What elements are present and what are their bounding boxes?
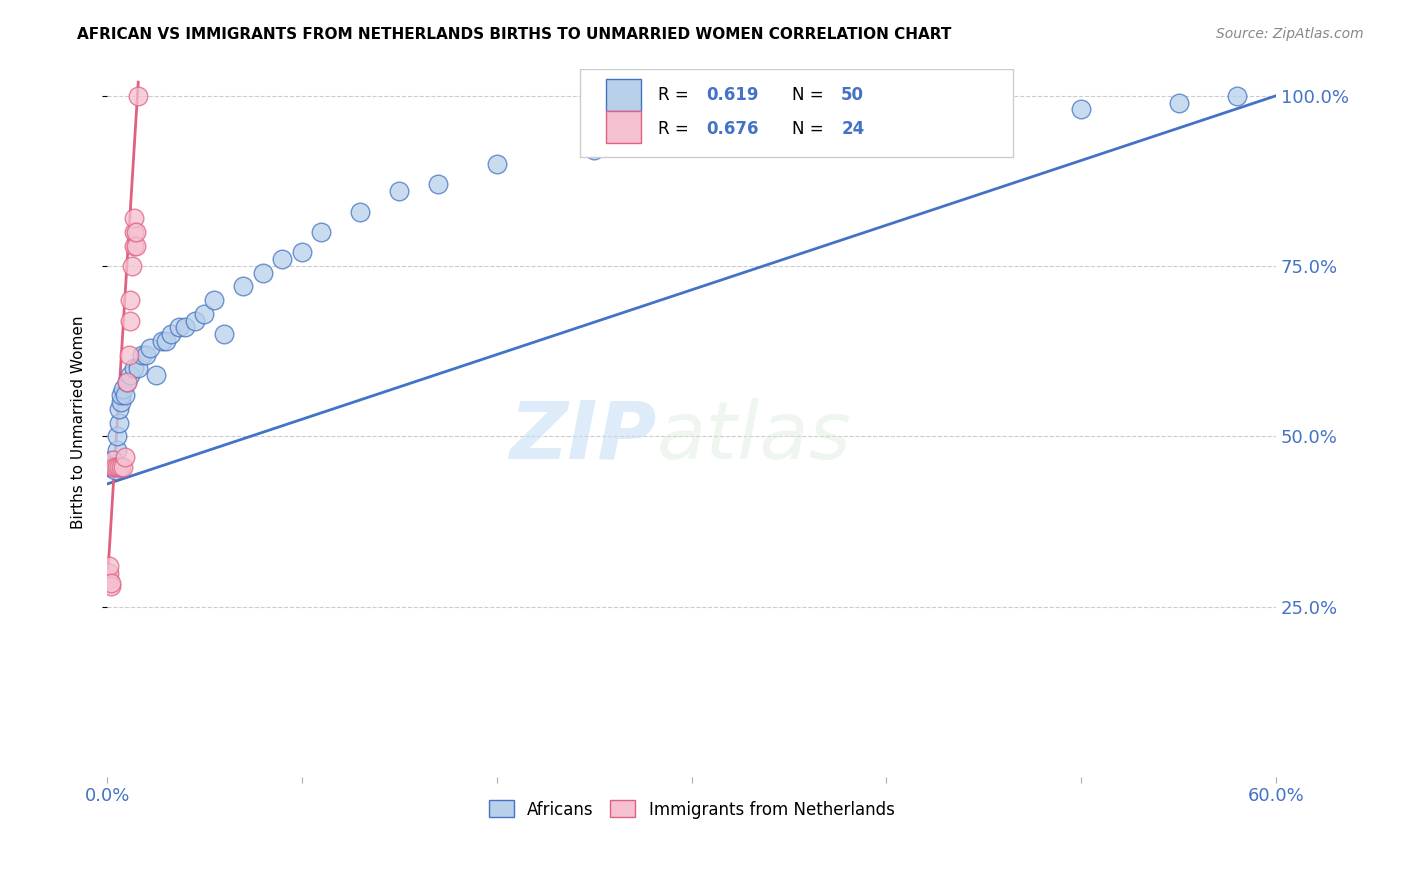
Point [135,348,157,362]
FancyBboxPatch shape [606,111,641,143]
Point [1070,103,1092,117]
Point [107,402,129,417]
FancyBboxPatch shape [606,79,641,111]
Point [124,361,146,376]
Point [193,307,215,321]
Point [101,460,124,475]
Point [104,463,127,477]
Point [311,225,333,239]
Point [120,293,142,307]
Text: N =: N = [792,87,830,104]
Point [427,178,450,192]
Point [681,129,703,144]
Point [114,450,136,464]
Point [973,109,995,123]
Point [98,460,121,475]
Point [1167,95,1189,110]
Point [101,460,124,475]
FancyBboxPatch shape [581,69,1012,157]
Point [110,460,132,475]
Point [111,382,134,396]
Text: 24: 24 [841,120,865,137]
Point [271,252,294,267]
Point [110,395,132,409]
Point [232,279,254,293]
Point [104,460,127,475]
Text: N =: N = [792,120,830,137]
Point [212,327,235,342]
Point [202,293,225,307]
Point [100,579,122,593]
Point [291,245,314,260]
Point [778,123,800,137]
Point [114,388,136,402]
Point [110,388,132,402]
Point [150,334,173,348]
Text: R =: R = [658,120,693,137]
Point [111,460,134,475]
Point [349,204,371,219]
Point [583,143,606,157]
Point [105,442,128,457]
Point [139,341,162,355]
Point [100,575,122,590]
Point [875,116,897,130]
Point [252,266,274,280]
Point [107,460,129,475]
Text: 50: 50 [841,87,865,104]
Point [100,460,122,475]
Point [174,320,197,334]
Text: 0.676: 0.676 [707,120,759,137]
Legend: Africans, Immigrants from Netherlands: Africans, Immigrants from Netherlands [482,794,901,825]
Point [120,313,142,327]
Point [101,453,124,467]
Point [98,558,121,573]
Text: ZIP: ZIP [509,398,657,475]
Point [107,416,129,430]
Point [125,238,148,252]
Point [117,348,139,362]
Point [115,375,138,389]
Point [98,457,121,471]
Point [1226,88,1249,103]
Point [160,327,183,342]
Text: R =: R = [658,87,693,104]
Point [98,566,121,580]
Point [127,361,149,376]
Point [145,368,167,382]
Point [124,211,146,226]
Point [155,334,177,348]
Point [105,460,128,475]
Point [167,320,190,334]
Y-axis label: Births to Unmarried Women: Births to Unmarried Women [72,316,86,530]
Point [127,88,149,103]
Text: atlas: atlas [657,398,851,475]
Point [184,313,207,327]
Point [124,225,146,239]
Point [105,429,128,443]
Point [125,225,148,239]
Point [124,238,146,252]
Text: AFRICAN VS IMMIGRANTS FROM NETHERLANDS BIRTHS TO UNMARRIED WOMEN CORRELATION CHA: AFRICAN VS IMMIGRANTS FROM NETHERLANDS B… [77,27,952,42]
Point [388,184,411,198]
Point [131,348,153,362]
Point [98,572,121,586]
Point [115,375,138,389]
Text: 0.619: 0.619 [707,87,759,104]
Point [485,157,508,171]
Point [101,453,124,467]
Point [104,457,127,471]
Point [100,453,122,467]
Point [121,259,143,273]
Point [120,368,142,382]
Text: Source: ZipAtlas.com: Source: ZipAtlas.com [1216,27,1364,41]
